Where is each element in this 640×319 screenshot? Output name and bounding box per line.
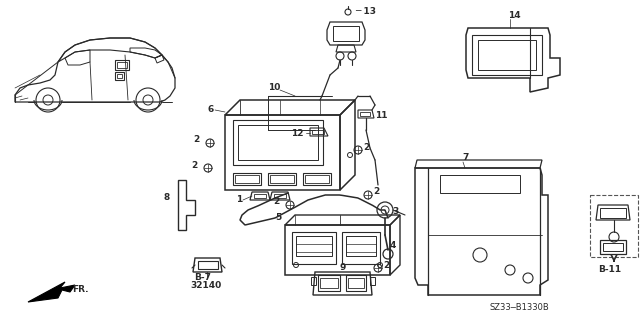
Text: 7: 7 <box>462 153 468 162</box>
Text: 10: 10 <box>268 84 280 93</box>
Text: 1: 1 <box>236 196 242 204</box>
Bar <box>590 195 638 257</box>
Bar <box>115 60 129 70</box>
Bar <box>303 173 331 185</box>
Text: 2: 2 <box>383 261 389 270</box>
Bar <box>478 40 536 70</box>
Bar <box>346 275 366 291</box>
Bar <box>117 62 127 68</box>
Bar <box>312 130 324 134</box>
Polygon shape <box>28 282 75 302</box>
Bar <box>600 208 626 218</box>
Bar <box>238 125 318 160</box>
Bar <box>198 261 218 269</box>
Text: FR.: FR. <box>72 286 88 294</box>
Bar <box>320 278 338 288</box>
Bar <box>292 232 336 264</box>
Text: B-7: B-7 <box>194 273 211 283</box>
Bar <box>348 278 364 288</box>
Text: 5: 5 <box>276 212 282 221</box>
Text: 2: 2 <box>274 197 280 206</box>
Bar <box>472 35 542 75</box>
Text: ─ 13: ─ 13 <box>355 8 376 17</box>
Bar <box>115 72 124 80</box>
Text: 2: 2 <box>194 135 200 144</box>
Bar <box>305 175 329 183</box>
Bar <box>233 120 323 165</box>
Bar <box>233 173 261 185</box>
Bar <box>342 232 380 264</box>
Text: 6: 6 <box>208 106 214 115</box>
Bar <box>270 175 294 183</box>
Bar <box>254 194 266 198</box>
Bar <box>235 175 259 183</box>
Bar <box>360 112 370 116</box>
Text: 11: 11 <box>375 110 387 120</box>
Text: 3: 3 <box>392 207 398 217</box>
Bar <box>274 194 286 198</box>
Bar <box>600 240 626 254</box>
Text: B-11: B-11 <box>598 265 621 275</box>
Text: SZ33─B1330B: SZ33─B1330B <box>490 303 550 313</box>
Bar <box>440 175 520 193</box>
Text: 9: 9 <box>340 263 346 272</box>
Bar <box>318 275 340 291</box>
Text: 12: 12 <box>291 129 304 137</box>
Text: 32140: 32140 <box>190 280 221 290</box>
Text: 2: 2 <box>363 143 369 152</box>
Text: 2: 2 <box>373 188 380 197</box>
Bar <box>603 243 623 251</box>
Bar <box>333 26 359 41</box>
Bar <box>268 173 296 185</box>
Text: 14: 14 <box>508 11 520 19</box>
Text: 8: 8 <box>164 192 170 202</box>
Text: 4: 4 <box>390 241 396 249</box>
Bar <box>346 236 376 256</box>
Bar <box>117 74 122 78</box>
Text: 2: 2 <box>192 160 198 169</box>
Bar <box>296 236 332 256</box>
